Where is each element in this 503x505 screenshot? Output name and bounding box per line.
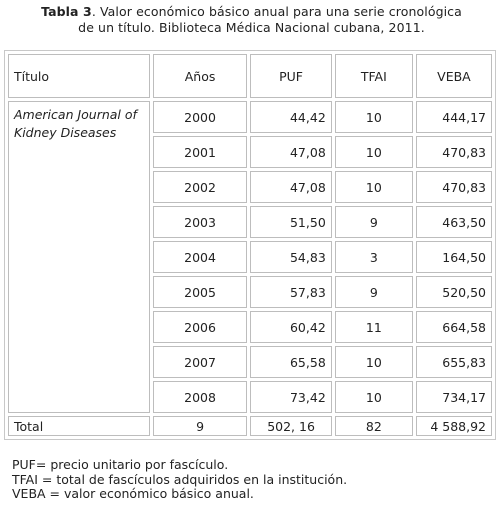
header-puf: PUF: [250, 54, 332, 98]
data-table-frame: Título Años PUF TFAI VEBA American Journ…: [4, 50, 496, 440]
tfai-cell: 10: [334, 136, 413, 168]
tfai-cell: 3: [334, 241, 413, 273]
table-row: 2001 47,08 10 470,83: [8, 136, 492, 168]
total-years: 9: [152, 416, 248, 436]
veba-cell: 470,83: [415, 136, 492, 168]
total-veba: 4 588,92: [415, 416, 492, 436]
tfai-cell: 10: [334, 381, 413, 413]
puf-cell: 44,42: [250, 101, 332, 133]
total-row: Total 9 502, 16 82 4 588,92: [8, 416, 492, 436]
veba-cell: 463,50: [415, 206, 492, 238]
year-cell: 2000: [152, 101, 248, 133]
puf-cell: 57,83: [250, 276, 332, 308]
tfai-cell: 9: [334, 206, 413, 238]
total-tfai: 82: [334, 416, 413, 436]
veba-cell: 470,83: [415, 171, 492, 203]
tfai-cell: 10: [334, 101, 413, 133]
year-cell: 2004: [152, 241, 248, 273]
total-label: Total: [8, 416, 150, 436]
tfai-cell: 9: [334, 276, 413, 308]
tfai-cell: 11: [334, 311, 413, 343]
caption-line-1: Tabla 3. Valor económico básico anual pa…: [0, 4, 503, 20]
veba-cell: 664,58: [415, 311, 492, 343]
table-row: 2006 60,42 11 664,58: [8, 311, 492, 343]
table-row: 2007 65,58 10 655,83: [8, 346, 492, 378]
total-puf: 502, 16: [250, 416, 332, 436]
table-row: 2004 54,83 3 164,50: [8, 241, 492, 273]
header-veba: VEBA: [415, 54, 492, 98]
puf-cell: 47,08: [250, 136, 332, 168]
veba-cell: 444,17: [415, 101, 492, 133]
note-tfai: TFAI = total de fascículos adquiridos en…: [12, 471, 348, 487]
header-row: Título Años PUF TFAI VEBA: [8, 54, 492, 98]
table-caption: Tabla 3. Valor económico básico anual pa…: [0, 4, 503, 36]
table-row: 2003 51,50 9 463,50: [8, 206, 492, 238]
data-table: Título Años PUF TFAI VEBA American Journ…: [5, 51, 495, 439]
header-tfai: TFAI: [334, 54, 413, 98]
puf-cell: 51,50: [250, 206, 332, 238]
year-cell: 2003: [152, 206, 248, 238]
caption-label: Tabla 3: [41, 4, 92, 19]
tfai-cell: 10: [334, 171, 413, 203]
table-row: 2008 73,42 10 734,17: [8, 381, 492, 413]
year-cell: 2001: [152, 136, 248, 168]
year-cell: 2006: [152, 311, 248, 343]
note-veba: VEBA = valor económico básico anual.: [12, 486, 254, 501]
puf-cell: 54,83: [250, 241, 332, 273]
year-cell: 2007: [152, 346, 248, 378]
puf-cell: 65,58: [250, 346, 332, 378]
puf-cell: 73,42: [250, 381, 332, 413]
table-notes: PUF= precio unitario por fascículo. TFAI…: [12, 457, 348, 502]
table-row: 2005 57,83 9 520,50: [8, 276, 492, 308]
veba-cell: 520,50: [415, 276, 492, 308]
journal-title: American Journal of Kidney Diseases: [8, 101, 150, 413]
note-puf: PUF= precio unitario por fascículo.: [12, 457, 229, 472]
year-cell: 2008: [152, 381, 248, 413]
table-row: American Journal of Kidney Diseases 2000…: [8, 101, 492, 413]
veba-cell: 655,83: [415, 346, 492, 378]
tfai-cell: 10: [334, 346, 413, 378]
year-cell: 2005: [152, 276, 248, 308]
caption-text-1: . Valor económico básico anual para una …: [91, 4, 462, 19]
puf-cell: 60,42: [250, 311, 332, 343]
veba-cell: 164,50: [415, 241, 492, 273]
caption-line-2: de un título. Biblioteca Médica Nacional…: [78, 20, 425, 35]
header-titulo: Título: [8, 54, 150, 98]
veba-cell: 734,17: [415, 381, 492, 413]
header-anos: Años: [152, 54, 248, 98]
puf-cell: 47,08: [250, 171, 332, 203]
year-cell: 2002: [152, 171, 248, 203]
table-row: 2002 47,08 10 470,83: [8, 171, 492, 203]
